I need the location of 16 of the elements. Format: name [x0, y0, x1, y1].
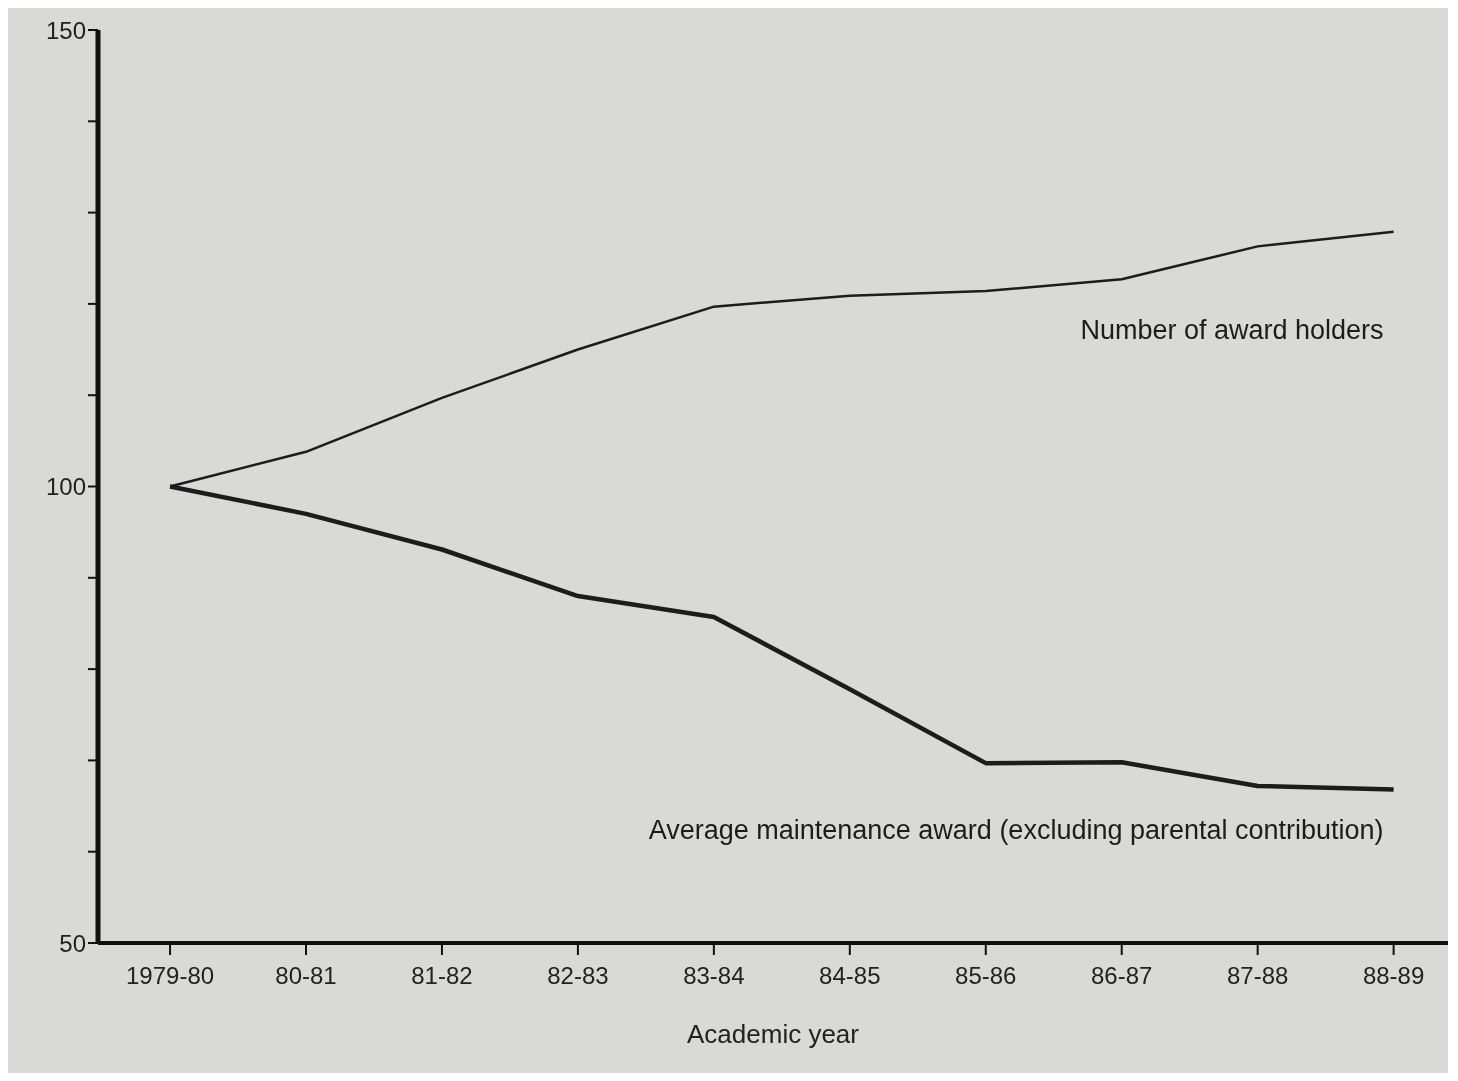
x-tick-label: 83-84 [683, 962, 745, 990]
y-tick-label: 100 [45, 473, 86, 501]
x-tick-label: 82-83 [547, 962, 609, 990]
x-tick-label: 87-88 [1226, 962, 1289, 990]
x-tick-label: 84-85 [819, 962, 881, 990]
x-tick-label: 80-81 [275, 962, 337, 990]
x-tick-label: 1979-80 [126, 962, 215, 990]
x-tick-label: 81-82 [411, 962, 473, 990]
x-axis-title: Academic year [687, 1019, 860, 1049]
x-tick-label: 85-86 [955, 962, 1017, 990]
x-tick-label: 86-87 [1091, 962, 1153, 990]
y-tick-label: 150 [45, 16, 86, 44]
x-tick-label: 88-89 [1362, 962, 1425, 990]
series-label: Average maintenance award (excluding parental contribution) [648, 814, 1384, 845]
y-tick-label: 50 [59, 929, 86, 957]
series-label: Number of award holders [1080, 314, 1384, 345]
